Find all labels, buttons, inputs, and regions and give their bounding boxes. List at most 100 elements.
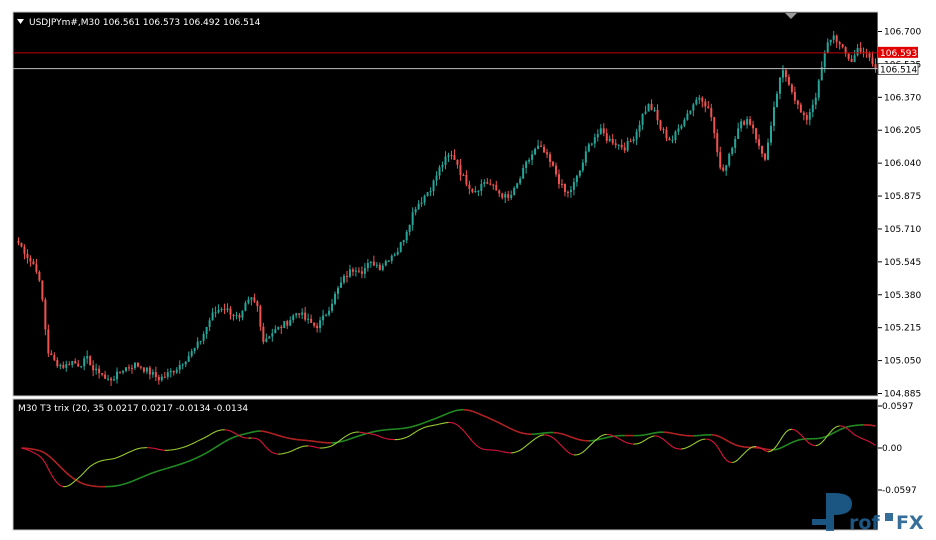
candle — [572, 178, 575, 196]
candle — [844, 46, 847, 57]
trix-fast-segment — [409, 433, 413, 437]
trix-slow-segment — [484, 415, 488, 419]
trix-fast-segment — [499, 450, 503, 453]
candle — [662, 127, 665, 134]
trix-fast-segment — [257, 438, 261, 442]
trix-slow-segment — [833, 430, 838, 434]
trix-slow-segment — [507, 426, 512, 430]
trix-slow-segment — [489, 418, 494, 421]
candle — [110, 376, 113, 386]
trix-fast-segment — [624, 441, 628, 444]
candle — [53, 352, 56, 362]
candle — [799, 102, 802, 113]
candle — [414, 206, 417, 216]
trix-slow-segment — [158, 469, 163, 472]
trix-fast-segment — [561, 445, 566, 450]
candle — [265, 333, 268, 343]
candle — [119, 371, 122, 374]
candle — [668, 136, 671, 141]
trix-slow-segment — [469, 409, 473, 413]
candle — [35, 258, 38, 274]
trix-slow-segment — [218, 442, 222, 447]
candle — [181, 363, 184, 370]
price-panel[interactable] — [12, 11, 879, 397]
indicator-panel[interactable] — [12, 398, 879, 531]
candle — [163, 371, 166, 379]
trix-fast-segment — [295, 447, 300, 450]
trix-fast-segment — [525, 442, 530, 447]
trix-fast-segment — [552, 437, 557, 441]
candle — [244, 300, 247, 312]
trix-slow-segment — [725, 439, 730, 443]
trix-fast-segment — [334, 441, 339, 445]
candle — [656, 104, 659, 125]
trix-slow-segment — [412, 424, 416, 428]
trix-fast-segment — [502, 451, 506, 453]
trix-fast-segment — [242, 436, 246, 439]
candle — [522, 164, 525, 179]
trix-slow-segment — [140, 475, 145, 479]
trix-fast-segment — [618, 438, 622, 441]
trix-slow-segment — [731, 442, 736, 446]
trix-fast-segment — [660, 437, 664, 440]
candle — [59, 363, 62, 370]
bid-price-label: 106.514 — [877, 63, 919, 76]
candle — [393, 252, 396, 257]
trix-fast-segment — [215, 430, 219, 433]
trix-slow-segment — [830, 432, 835, 436]
trix-slow-segment — [71, 476, 76, 481]
trix-slow-segment — [776, 447, 781, 451]
trix-slow-segment — [791, 440, 796, 444]
trix-fast-segment — [872, 443, 876, 446]
trix-slow-segment — [212, 446, 217, 450]
trix-slow-segment — [600, 437, 604, 440]
candle — [381, 263, 384, 272]
trix-fast-segment — [119, 454, 124, 457]
trix-fast-segment — [44, 462, 49, 470]
trix-fast-segment — [269, 449, 273, 453]
trix-fast-segment — [24, 448, 28, 451]
candle — [262, 322, 265, 345]
trix-fast-segment — [588, 443, 593, 447]
candle — [98, 365, 101, 379]
trix-slow-segment — [779, 446, 784, 450]
candle — [295, 312, 298, 319]
trix-slow-segment — [188, 459, 192, 463]
trix-fast-segment — [433, 424, 437, 426]
trix-slow-segment — [436, 416, 440, 419]
trix-fast-segment — [227, 429, 231, 432]
candle — [217, 304, 220, 314]
candle — [142, 366, 145, 374]
trix-fast-segment — [128, 450, 133, 453]
trix-fast-segment — [313, 446, 318, 449]
symbol-dropdown-icon[interactable] — [17, 19, 24, 24]
trix-fast-segment — [669, 443, 673, 448]
trix-fast-segment — [454, 422, 458, 426]
trix-fast-segment — [230, 430, 234, 433]
candle — [734, 135, 737, 154]
candle — [208, 317, 211, 332]
candle — [193, 347, 196, 354]
trix-slow-segment — [719, 436, 724, 440]
trix-slow-segment — [137, 476, 142, 480]
candle — [728, 152, 731, 168]
trix-slow-segment — [191, 458, 195, 461]
trix-fast-segment — [693, 441, 697, 445]
candle — [366, 258, 369, 272]
trix-slow-segment — [872, 424, 876, 427]
candle — [444, 151, 447, 170]
candle — [683, 117, 686, 128]
candle — [241, 310, 244, 321]
trix-slow-segment — [421, 421, 425, 425]
trix-fast-segment — [125, 451, 130, 455]
trix-fast-segment — [794, 429, 799, 433]
chart-shift-marker-icon[interactable] — [785, 13, 797, 19]
candle — [841, 43, 844, 49]
trix-fast-segment — [860, 437, 864, 440]
trix-fast-segment — [403, 436, 407, 439]
price-tick-label: 105.380 — [884, 291, 921, 301]
trix-fast-segment — [564, 448, 569, 453]
trix-fast-segment — [465, 433, 470, 439]
